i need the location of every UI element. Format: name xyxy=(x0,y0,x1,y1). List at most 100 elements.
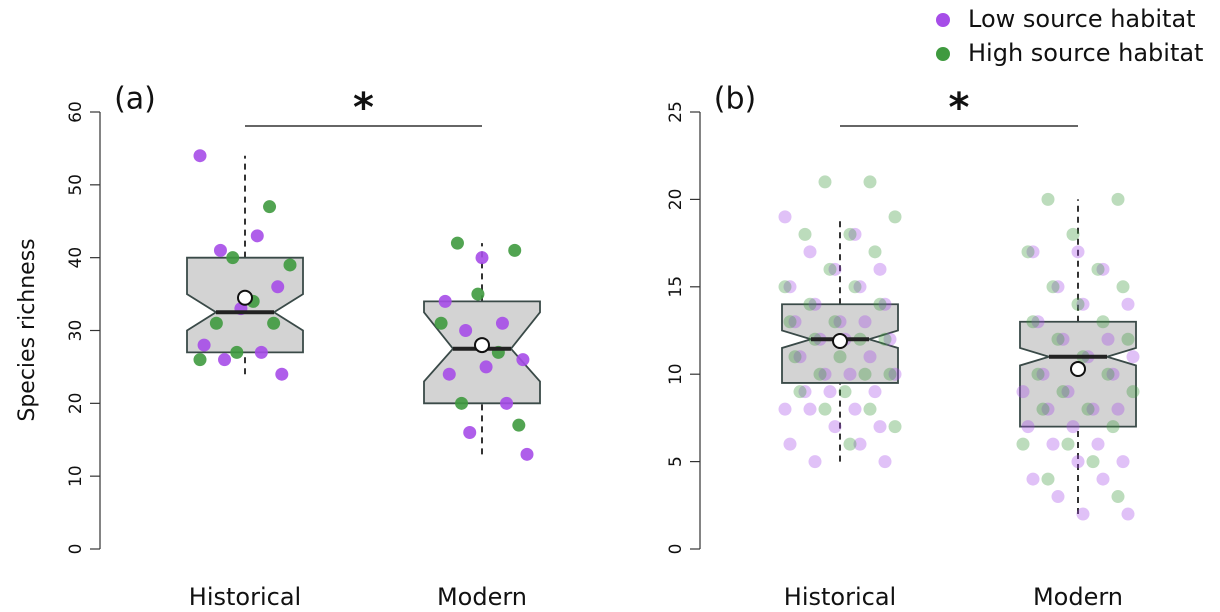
data-point xyxy=(1041,472,1055,486)
data-point xyxy=(1076,507,1090,521)
legend-marker xyxy=(936,47,950,61)
data-point xyxy=(858,367,872,381)
data-point xyxy=(500,396,514,410)
legend-label: High source habitat xyxy=(968,39,1203,67)
y-tick-label: 10 xyxy=(66,465,86,487)
data-point xyxy=(1126,350,1140,364)
data-point xyxy=(778,210,792,224)
data-point xyxy=(1081,402,1095,416)
data-point xyxy=(1071,245,1085,259)
data-point xyxy=(1061,385,1075,399)
data-point xyxy=(438,294,452,308)
data-point xyxy=(434,316,448,330)
x-tick-label: Historical xyxy=(784,583,896,611)
data-point xyxy=(479,360,493,374)
data-point xyxy=(858,315,872,329)
data-point xyxy=(868,385,882,399)
y-tick-label: 5 xyxy=(666,456,686,467)
data-point xyxy=(878,455,892,469)
data-point xyxy=(818,402,832,416)
y-tick-label: 25 xyxy=(666,101,686,123)
mean-marker xyxy=(832,332,848,349)
data-point xyxy=(516,353,530,367)
data-point xyxy=(1016,385,1030,399)
data-point xyxy=(793,385,807,399)
mean-marker xyxy=(474,337,490,354)
data-point xyxy=(833,315,847,329)
data-point xyxy=(883,367,897,381)
y-axis-label: Species richness xyxy=(15,238,40,421)
x-tick-label: Modern xyxy=(1033,583,1123,611)
data-point xyxy=(1116,455,1130,469)
data-point xyxy=(778,402,792,416)
data-point xyxy=(828,315,842,329)
y-tick-label: 50 xyxy=(66,174,86,196)
data-point xyxy=(808,455,822,469)
data-point xyxy=(823,262,837,276)
data-point xyxy=(883,332,897,346)
data-point xyxy=(1046,280,1060,294)
data-point xyxy=(1106,420,1120,434)
data-point xyxy=(1111,402,1125,416)
data-point xyxy=(863,350,877,364)
data-point xyxy=(1051,490,1065,504)
data-point xyxy=(1026,245,1040,259)
data-point xyxy=(450,236,464,250)
data-point xyxy=(868,245,882,259)
data-point xyxy=(1056,332,1070,346)
data-point xyxy=(853,437,867,451)
data-point xyxy=(271,280,285,294)
data-point xyxy=(463,425,477,439)
significance-label: * xyxy=(949,85,970,131)
y-tick-label: 20 xyxy=(666,189,686,211)
data-point xyxy=(1096,315,1110,329)
data-point xyxy=(833,350,847,364)
y-tick-label: 15 xyxy=(666,276,686,298)
data-point xyxy=(1026,472,1040,486)
data-point xyxy=(828,262,842,276)
data-point xyxy=(283,258,297,272)
data-point xyxy=(783,315,797,329)
data-point xyxy=(783,437,797,451)
y-tick-label: 30 xyxy=(66,320,86,342)
data-point xyxy=(1111,490,1125,504)
data-point xyxy=(843,367,857,381)
data-point xyxy=(843,437,857,451)
data-point xyxy=(1116,280,1130,294)
data-point xyxy=(475,251,489,265)
data-point xyxy=(1031,315,1045,329)
data-point xyxy=(1066,227,1080,241)
y-tick-label: 40 xyxy=(66,247,86,269)
data-point xyxy=(863,175,877,189)
data-point xyxy=(226,251,240,265)
y-tick-label: 60 xyxy=(66,101,86,123)
data-point xyxy=(1041,192,1055,206)
data-point xyxy=(520,447,534,461)
legend-marker xyxy=(936,13,950,27)
data-point xyxy=(888,210,902,224)
data-point xyxy=(1066,420,1080,434)
data-point xyxy=(1016,437,1030,451)
data-point xyxy=(209,316,223,330)
data-point xyxy=(838,385,852,399)
data-point xyxy=(213,243,227,257)
data-point xyxy=(1056,385,1070,399)
data-point xyxy=(197,338,211,352)
y-tick-label: 0 xyxy=(666,544,686,555)
data-point xyxy=(853,280,867,294)
data-point xyxy=(1071,455,1085,469)
data-point xyxy=(848,227,862,241)
data-point xyxy=(254,345,268,359)
data-point xyxy=(471,287,485,301)
data-point xyxy=(878,297,892,311)
chart-title: (a) xyxy=(114,82,156,117)
data-point xyxy=(803,245,817,259)
data-point xyxy=(1061,437,1075,451)
data-point xyxy=(512,418,526,432)
data-point xyxy=(788,315,802,329)
data-point xyxy=(275,367,289,381)
data-point xyxy=(1036,367,1050,381)
data-point xyxy=(1091,262,1105,276)
data-point xyxy=(1031,367,1045,381)
data-point xyxy=(1026,315,1040,329)
